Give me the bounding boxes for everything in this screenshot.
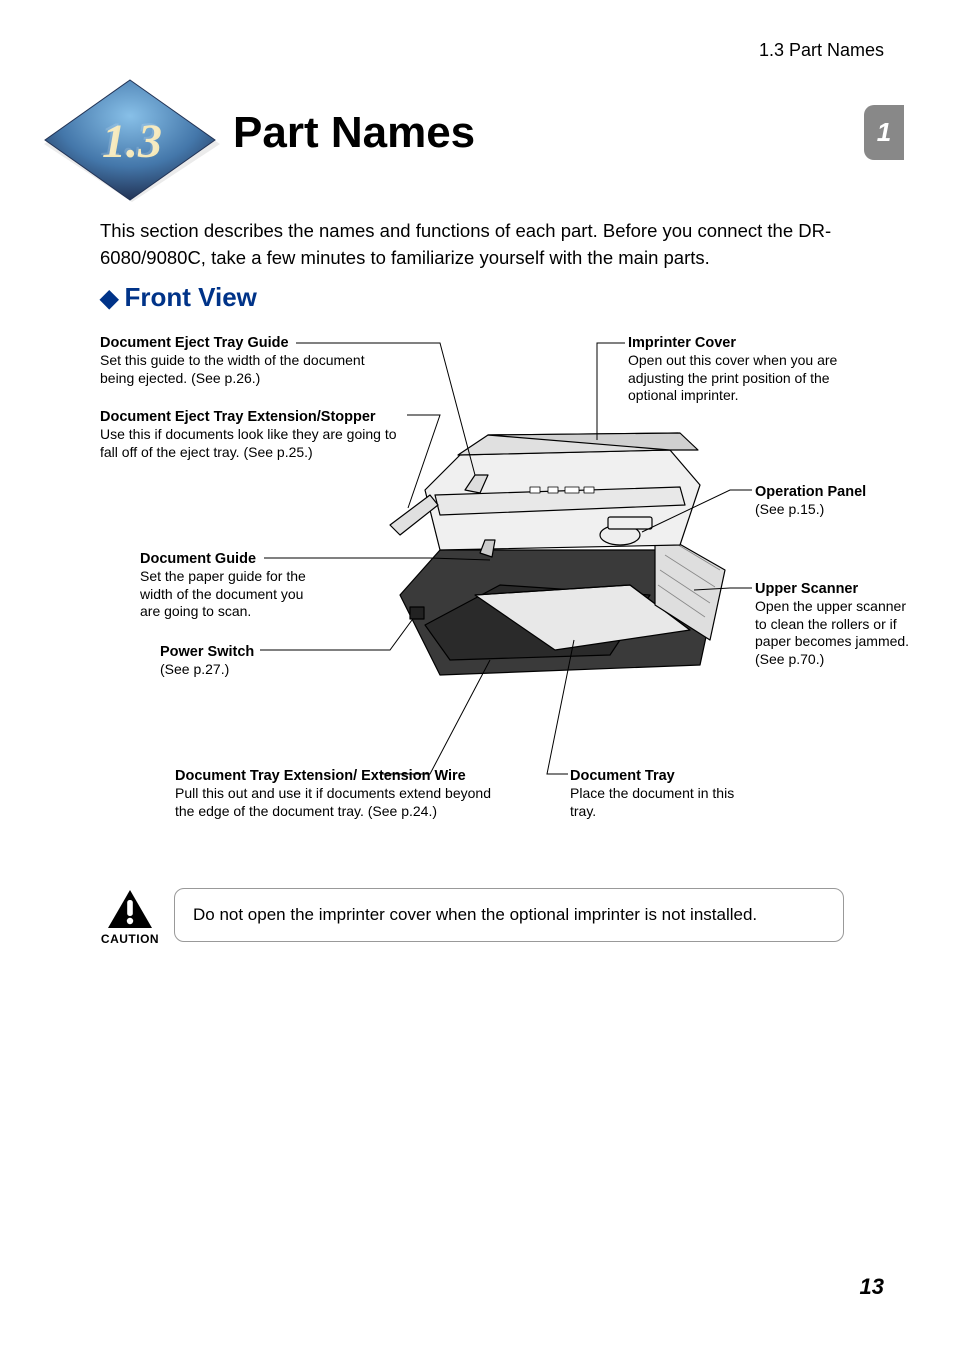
caution-label: CAUTION	[101, 932, 159, 946]
label-title: Document Eject Tray Guide	[100, 334, 400, 352]
label-desc: (See p.27.)	[160, 661, 340, 679]
label-eject-tray-guide: Document Eject Tray Guide Set this guide…	[100, 334, 400, 387]
label-document-guide: Document Guide Set the paper guide for t…	[140, 550, 320, 621]
page-number: 13	[860, 1274, 884, 1300]
caution-icon	[106, 888, 154, 930]
diamond-bullet-icon: ◆	[100, 285, 118, 312]
breadcrumb: 1.3 Part Names	[759, 40, 884, 61]
label-document-tray: Document Tray Place the document in this…	[570, 767, 750, 820]
caution-icon-wrap: CAUTION	[100, 888, 160, 946]
label-eject-tray-extension: Document Eject Tray Extension/Stopper Us…	[100, 408, 410, 461]
label-title: Operation Panel	[755, 483, 905, 501]
caution-text: Do not open the imprinter cover when the…	[174, 888, 844, 942]
label-operation-panel: Operation Panel (See p.15.)	[755, 483, 905, 519]
label-desc: Set this guide to the width of the docum…	[100, 352, 400, 387]
section-number-badge: 1.3 1.3	[40, 75, 220, 205]
label-title: Document Tray Extension/ Extension Wire	[175, 767, 495, 785]
label-desc: Use this if documents look like they are…	[100, 426, 410, 461]
svg-text:1.3: 1.3	[100, 113, 160, 166]
subsection-title-text: Front View	[124, 282, 256, 312]
label-imprinter-cover: Imprinter Cover Open out this cover when…	[628, 334, 848, 405]
chapter-tab: 1	[864, 105, 904, 160]
label-upper-scanner: Upper Scanner Open the upper scanner to …	[755, 580, 915, 668]
label-desc: Open out this cover when you are adjusti…	[628, 352, 848, 405]
intro-paragraph: This section describes the names and fun…	[100, 218, 859, 272]
label-title: Upper Scanner	[755, 580, 915, 598]
label-title: Document Guide	[140, 550, 320, 568]
scanner-diagram	[380, 395, 735, 725]
label-title: Document Tray	[570, 767, 750, 785]
label-desc: Place the document in this tray.	[570, 785, 750, 820]
label-title: Power Switch	[160, 643, 340, 661]
label-power-switch: Power Switch (See p.27.)	[160, 643, 340, 679]
caution-box: CAUTION Do not open the imprinter cover …	[100, 888, 844, 946]
label-tray-extension-wire: Document Tray Extension/ Extension Wire …	[175, 767, 495, 820]
label-desc: Open the upper scanner to clean the roll…	[755, 598, 915, 668]
label-desc: (See p.15.)	[755, 501, 905, 519]
label-title: Document Eject Tray Extension/Stopper	[100, 408, 410, 426]
label-desc: Pull this out and use it if documents ex…	[175, 785, 495, 820]
label-title: Imprinter Cover	[628, 334, 848, 352]
page-title: Part Names	[233, 108, 475, 158]
label-desc: Set the paper guide for the width of the…	[140, 568, 320, 621]
subsection-title: ◆Front View	[100, 282, 257, 313]
